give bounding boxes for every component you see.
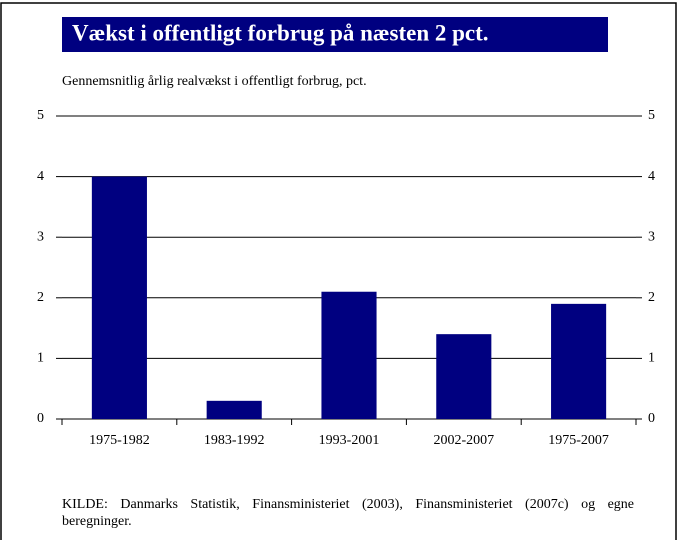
bar [436, 334, 492, 419]
y2-tick-label: 4 [648, 169, 655, 184]
x-tick-label: 1975-1982 [89, 433, 150, 448]
x-tick-label: 2002-2007 [433, 433, 494, 448]
y-tick-label: 1 [37, 351, 44, 366]
x-tick-label: 1983-1992 [204, 433, 265, 448]
x-tick-label: 1975-2007 [548, 433, 609, 448]
source-note: KILDE: Danmarks Statistik, Finansministe… [62, 497, 634, 529]
y-tick-label: 3 [37, 229, 44, 244]
chart-subtitle: Gennemsnitlig årlig realvækst i offentli… [62, 74, 367, 89]
y2-tick-label: 2 [648, 290, 655, 305]
title-banner [62, 17, 608, 52]
y-tick-label: 4 [37, 169, 44, 184]
y-tick-label: 0 [37, 411, 44, 426]
bar [91, 176, 147, 419]
y2-tick-label: 5 [648, 108, 655, 123]
y2-tick-label: 1 [648, 351, 655, 366]
y2-tick-label: 0 [648, 411, 655, 426]
bar [551, 303, 607, 419]
bar [321, 291, 377, 419]
y-tick-label: 5 [37, 108, 44, 123]
chart-title: Vækst i offentligt forbrug på næsten 2 p… [72, 20, 489, 45]
x-tick-label: 1993-2001 [319, 433, 380, 448]
y2-tick-label: 3 [648, 229, 655, 244]
y-tick-label: 2 [37, 290, 44, 305]
bar [206, 400, 262, 419]
